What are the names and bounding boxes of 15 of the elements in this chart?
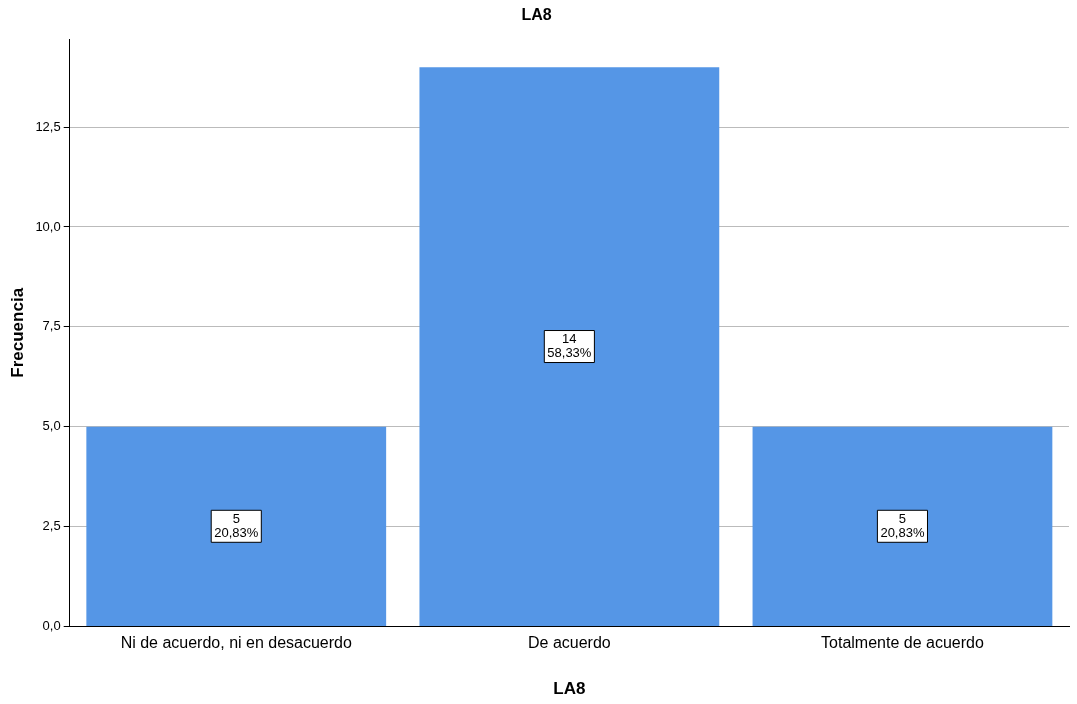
data-label: 5 20,83% xyxy=(880,510,925,540)
y-tick-label: 0,0 xyxy=(42,617,61,633)
chart-title: LA8 xyxy=(521,6,552,24)
data-label: 5 20,83% xyxy=(214,510,259,540)
y-tick-label: 12,5 xyxy=(35,118,61,134)
x-tick-label: Totalmente de acuerdo xyxy=(821,634,984,652)
x-tick-label: Ni de acuerdo, ni en desacuerdo xyxy=(120,634,352,652)
data-label: 14 58,33% xyxy=(547,331,592,361)
y-tick-label: 10,0 xyxy=(35,218,61,234)
x-axis-title: LA8 xyxy=(553,679,586,699)
x-tick-label: De acuerdo xyxy=(527,634,611,652)
y-axis-title: Frecuencia xyxy=(7,287,27,378)
y-tick-label: 5,0 xyxy=(42,418,61,434)
y-tick-label: 2,5 xyxy=(42,518,61,534)
y-tick-label: 7,5 xyxy=(42,318,61,334)
